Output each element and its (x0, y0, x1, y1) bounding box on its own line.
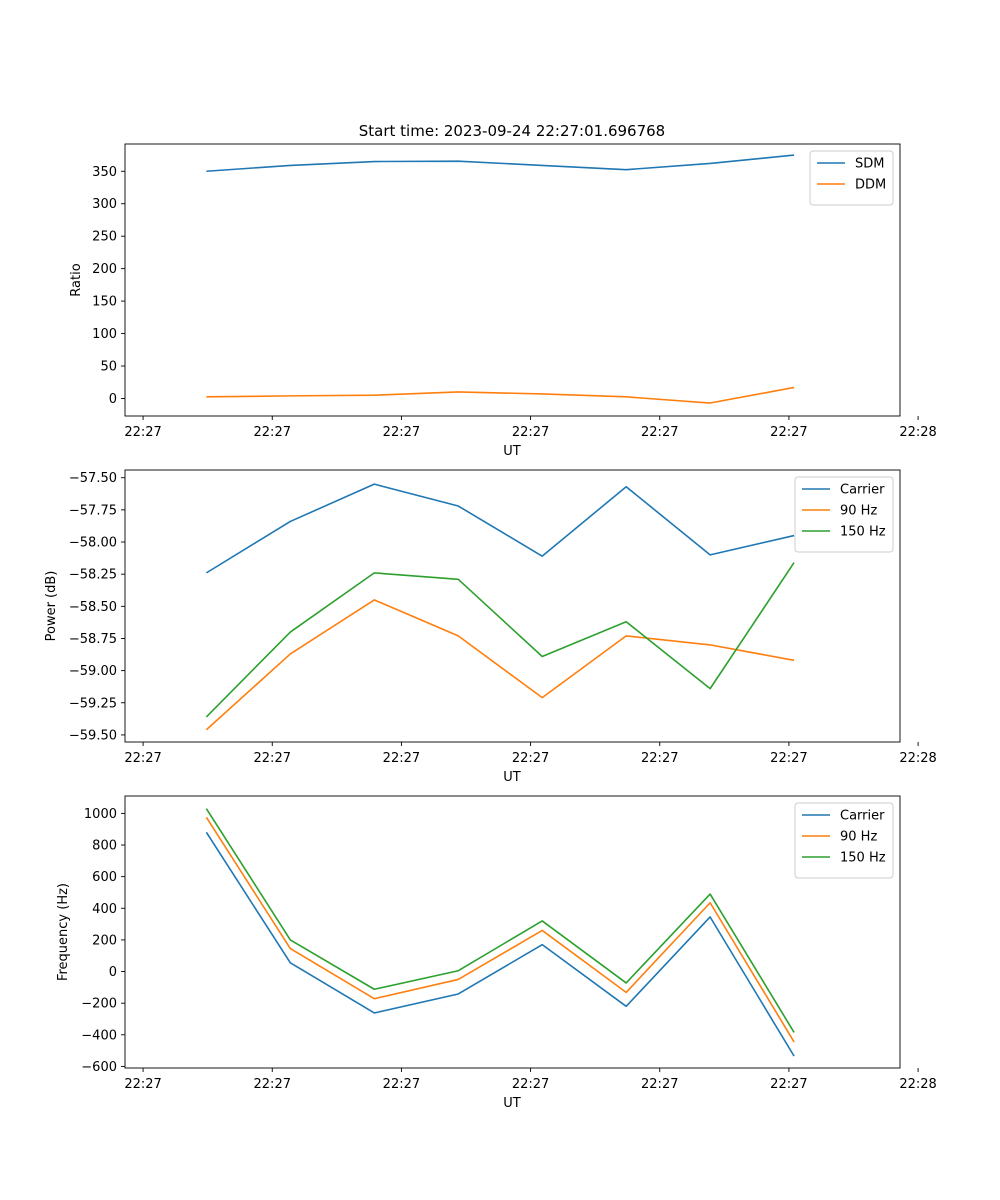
ratio-x-tick-label: 22:27 (641, 425, 678, 440)
power-panel: 22:27 22:27 22:27 22:27 22:27 22:27 22:28 −59.5… (44, 469, 937, 785)
panels: 22:27 22:27 22:27 22:27 22:27 22:27 22:28 0 50 10… (44, 143, 937, 1111)
ratio-y-tick-label: 150 (92, 295, 117, 310)
frequency-y-tick-label: −600 (81, 1060, 117, 1075)
ratio-legend: SDM DDM (809, 150, 894, 206)
frequency-legend-label: 90 Hz (840, 830, 877, 845)
power-x-tick-label: 22:27 (770, 751, 807, 766)
power-series-line-carrier (205, 483, 795, 574)
ratio-x-tick-label: 22:27 (254, 425, 291, 440)
power-y-tick-label: −57.50 (69, 471, 117, 486)
frequency-y-tick-label: 800 (92, 839, 117, 854)
power-x-tick-label: 22:27 (254, 751, 291, 766)
frequency-legend-label: Carrier (840, 809, 885, 824)
frequency-y-tick-label: −200 (81, 997, 117, 1012)
ratio-legend-box (809, 150, 894, 206)
power-y-tick-label: −57.75 (69, 503, 117, 518)
frequency-x-axis-label: UT (503, 1096, 521, 1111)
ratio-y-axis-label: Ratio (69, 263, 84, 296)
frequency-x-tick-label: 22:28 (899, 1077, 936, 1092)
ratio-legend-label: DDM (855, 178, 886, 193)
power-y-tick-label: −59.50 (69, 728, 117, 743)
ratio-y-tick-label: 250 (92, 230, 117, 245)
frequency-y-tick-label: 600 (92, 870, 117, 885)
ratio-y-tick-label: 300 (92, 197, 117, 212)
ratio-series-line-sdm (206, 154, 795, 173)
power-series-line-90-hz (205, 599, 795, 731)
frequency-y-tick-label: 200 (92, 933, 117, 948)
frequency-y-tick-label: 0 (109, 965, 117, 980)
power-legend-box (794, 476, 894, 553)
frequency-series-line-90-hz (205, 816, 795, 1043)
frequency-x-tick-label: 22:27 (383, 1077, 420, 1092)
ratio-axes-frame (124, 143, 901, 417)
power-y-tick-label: −58.00 (69, 536, 117, 551)
power-series-line-150-hz (205, 562, 795, 718)
power-y-tick-label: −58.75 (69, 632, 117, 647)
frequency-series-line-150-hz (205, 808, 795, 1033)
power-x-tick-label: 22:27 (512, 751, 549, 766)
power-x-tick-label: 22:28 (899, 751, 936, 766)
ratio-series-line-ddm (206, 386, 795, 404)
frequency-axes-frame (124, 795, 901, 1069)
power-legend: Carrier 90 Hz 150 Hz (794, 476, 894, 553)
frequency-legend-label: 150 Hz (840, 851, 886, 866)
frequency-x-tick-label: 22:27 (641, 1077, 678, 1092)
power-y-tick-label: −59.00 (69, 664, 117, 679)
power-x-axis-label: UT (503, 770, 521, 785)
ratio-y-tick-label: 350 (92, 165, 117, 180)
power-legend-label: 90 Hz (840, 504, 877, 519)
figure-title: Start time: 2023-09-24 22:27:01.696768 (359, 122, 665, 140)
power-x-tick-label: 22:27 (383, 751, 420, 766)
power-y-tick-label: −59.25 (69, 696, 117, 711)
ratio-x-tick-label: 22:27 (383, 425, 420, 440)
frequency-x-tick-label: 22:27 (512, 1077, 549, 1092)
frequency-x-tick-label: 22:27 (770, 1077, 807, 1092)
ratio-x-tick-label: 22:28 (899, 425, 936, 440)
power-legend-label: 150 Hz (840, 525, 886, 540)
frequency-y-axis-label: Frequency (Hz) (56, 883, 71, 981)
ratio-y-tick-label: 50 (100, 360, 117, 375)
ratio-y-tick-label: 0 (109, 392, 117, 407)
frequency-legend-box (794, 802, 894, 879)
ratio-x-tick-label: 22:27 (124, 425, 161, 440)
ratio-y-tick-label: 100 (92, 327, 117, 342)
ratio-y-tick-label: 200 (92, 262, 117, 277)
frequency-x-tick-label: 22:27 (124, 1077, 161, 1092)
power-y-tick-label: −58.50 (69, 600, 117, 615)
power-x-tick-label: 22:27 (124, 751, 161, 766)
power-legend-label: Carrier (840, 483, 885, 498)
frequency-x-tick-label: 22:27 (254, 1077, 291, 1092)
power-y-axis-label: Power (dB) (44, 571, 59, 642)
ratio-legend-label: SDM (855, 157, 884, 172)
frequency-panel: 22:27 22:27 22:27 22:27 22:27 22:27 22:28 −600 −… (56, 795, 937, 1111)
frequency-series-line-carrier (205, 831, 795, 1057)
power-y-tick-label: −58.25 (69, 568, 117, 583)
frequency-legend: Carrier 90 Hz 150 Hz (794, 802, 894, 879)
ratio-x-axis-label: UT (503, 444, 521, 459)
power-x-tick-label: 22:27 (641, 751, 678, 766)
frequency-y-tick-label: 400 (92, 902, 117, 917)
frequency-y-tick-label: −400 (81, 1028, 117, 1043)
ratio-x-tick-label: 22:27 (770, 425, 807, 440)
frequency-y-tick-label: 1000 (84, 807, 117, 822)
ratio-x-tick-label: 22:27 (512, 425, 549, 440)
ratio-panel: 22:27 22:27 22:27 22:27 22:27 22:27 22:28 0 50 10… (69, 143, 937, 459)
